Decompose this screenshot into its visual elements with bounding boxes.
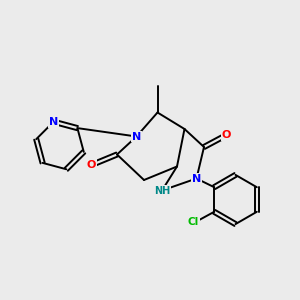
- Text: O: O: [87, 160, 96, 170]
- Text: N: N: [132, 131, 141, 142]
- Text: N: N: [192, 173, 201, 184]
- Text: NH: NH: [154, 185, 170, 196]
- Text: O: O: [222, 130, 231, 140]
- Text: Cl: Cl: [188, 217, 199, 227]
- Text: N: N: [49, 117, 58, 127]
- Text: N: N: [49, 117, 58, 127]
